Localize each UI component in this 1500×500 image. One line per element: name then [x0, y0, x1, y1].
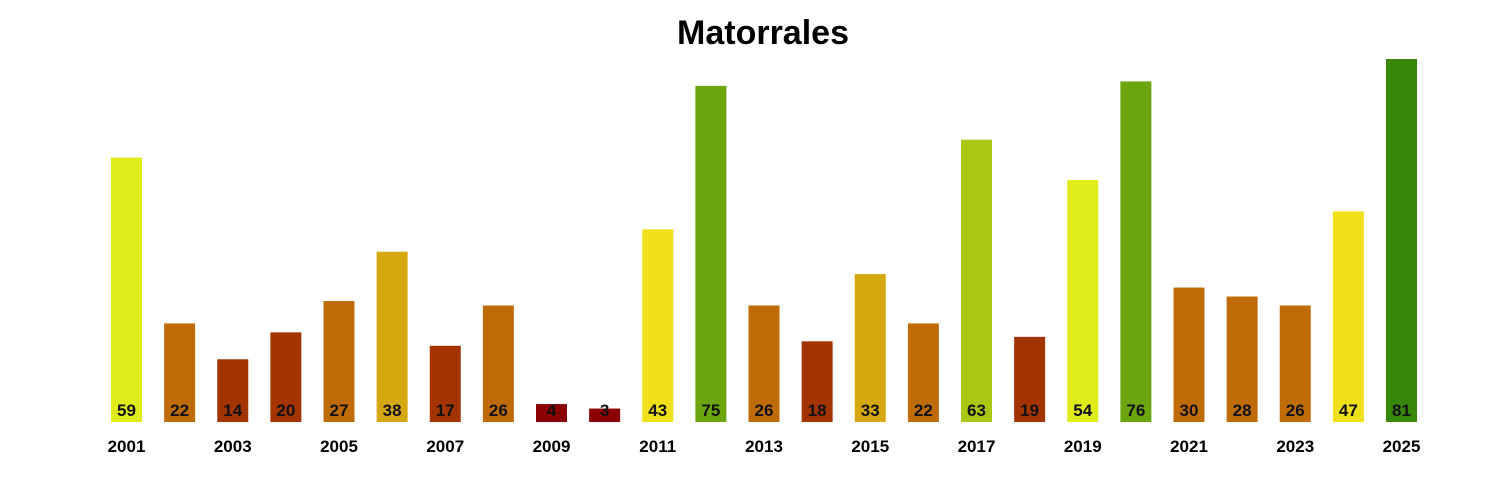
- bar-2017: [961, 139, 992, 423]
- value-label-2004: 20: [276, 401, 295, 420]
- value-label-2012: 75: [701, 401, 720, 420]
- value-label-2013: 26: [755, 401, 774, 420]
- bar-2019: [1067, 180, 1099, 422]
- value-label-2014: 18: [808, 401, 827, 420]
- bar-2013: [748, 305, 780, 422]
- bar-2003: [217, 359, 249, 422]
- value-label-2015: 33: [861, 401, 880, 420]
- value-label-group: 59 22 14 20 27 38 17 26 4 3 43 75 26 18 33 22 63 19 54 76 30…: [117, 401, 1411, 420]
- bar-2011: [642, 229, 674, 422]
- bar-2004: [270, 332, 302, 422]
- x-tick-2019: 2019: [1064, 437, 1102, 456]
- bar-2014: [801, 341, 833, 422]
- bar-2022: [1226, 296, 1258, 422]
- bar-2021: [1173, 287, 1205, 422]
- x-tick-2025: 2025: [1383, 437, 1421, 456]
- value-label-2002: 22: [170, 401, 189, 420]
- bar-2016: [907, 323, 939, 422]
- x-tick-2021: 2021: [1170, 437, 1208, 456]
- value-label-2023: 26: [1286, 401, 1305, 420]
- value-label-2025: 81: [1392, 401, 1411, 420]
- value-label-2006: 38: [383, 401, 402, 420]
- bar-2009: [536, 404, 567, 422]
- x-tick-2009: 2009: [533, 437, 571, 456]
- value-label-2016: 22: [914, 401, 933, 420]
- bar-group: [111, 59, 1417, 423]
- chart-title: Matorrales: [677, 14, 849, 52]
- x-tick-2011: 2011: [639, 437, 676, 456]
- bar-2005: [323, 301, 355, 422]
- value-label-2024: 47: [1339, 401, 1358, 420]
- bar-2024: [1332, 211, 1364, 422]
- x-tick-2023: 2023: [1276, 437, 1314, 456]
- x-tick-2001: 2001: [108, 437, 146, 456]
- bar-2007: [429, 345, 461, 422]
- value-label-2022: 28: [1233, 401, 1252, 420]
- bar-2001: [111, 157, 142, 422]
- bar-2012: [695, 85, 727, 422]
- bar-2015: [854, 274, 886, 422]
- value-label-2011: 43: [648, 401, 667, 420]
- x-tick-2003: 2003: [214, 437, 252, 456]
- value-label-2007: 17: [436, 401, 455, 420]
- value-label-2009: 4: [547, 401, 557, 420]
- value-label-2001: 59: [117, 401, 136, 420]
- value-label-2008: 26: [489, 401, 508, 420]
- value-label-2018: 19: [1020, 401, 1039, 420]
- bar-2008: [482, 305, 514, 422]
- value-label-2003: 14: [223, 401, 242, 420]
- x-tick-2015: 2015: [851, 437, 889, 456]
- bar-2018: [1014, 336, 1046, 422]
- x-tick-2007: 2007: [426, 437, 464, 456]
- x-tick-2017: 2017: [958, 437, 996, 456]
- value-label-2019: 54: [1073, 401, 1092, 420]
- bar-2020: [1120, 81, 1152, 422]
- value-label-2020: 76: [1126, 401, 1145, 420]
- x-tick-2013: 2013: [745, 437, 783, 456]
- bar-2023: [1279, 305, 1311, 422]
- value-label-2005: 27: [330, 401, 349, 420]
- bar-2010: [589, 408, 621, 422]
- bar-2002: [164, 323, 196, 422]
- bar-2025: [1386, 59, 1417, 422]
- bar-2006: [376, 251, 408, 422]
- value-label-2021: 30: [1180, 401, 1199, 420]
- value-label-2017: 63: [967, 401, 986, 420]
- value-label-2010: 3: [600, 401, 609, 420]
- x-tick-2005: 2005: [320, 437, 358, 456]
- x-axis-tick-labels: 2001 2003 2005 2007 2009 2011 2013 2015 2017 2019…: [108, 437, 1421, 456]
